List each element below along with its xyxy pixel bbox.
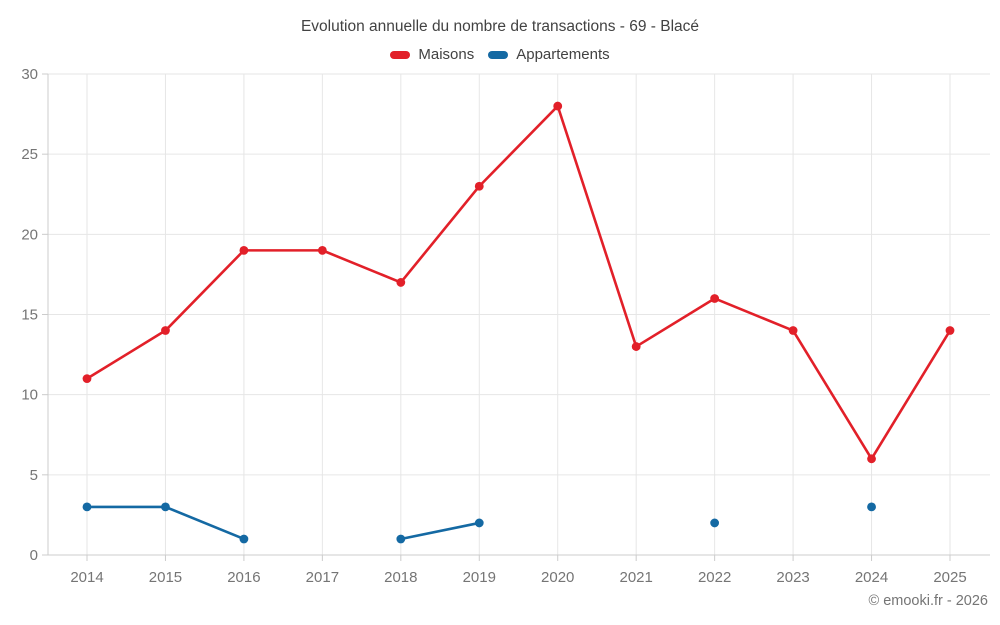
svg-text:2017: 2017 <box>306 569 339 586</box>
svg-text:2018: 2018 <box>384 569 417 586</box>
svg-text:2014: 2014 <box>70 569 103 586</box>
svg-text:5: 5 <box>30 467 38 484</box>
svg-text:2015: 2015 <box>149 569 182 586</box>
svg-text:30: 30 <box>21 66 38 83</box>
svg-text:2016: 2016 <box>227 569 260 586</box>
svg-text:2020: 2020 <box>541 569 574 586</box>
svg-text:20: 20 <box>21 226 38 243</box>
copyright-watermark: © emooki.fr - 2026 <box>868 593 988 609</box>
svg-text:2021: 2021 <box>619 569 652 586</box>
svg-text:25: 25 <box>21 146 38 163</box>
svg-text:0: 0 <box>30 547 38 564</box>
legend-swatch-maisons-icon <box>390 50 411 59</box>
legend-swatch-appartements-icon <box>488 50 509 59</box>
svg-text:2019: 2019 <box>463 569 496 586</box>
legend-label-maisons: Maisons <box>418 46 475 63</box>
svg-text:2025: 2025 <box>933 569 966 586</box>
legend-label-appartements: Appartements <box>516 46 610 63</box>
svg-text:2024: 2024 <box>855 569 888 586</box>
legend-item-appartements[interactable]: Appartements <box>488 46 610 63</box>
svg-text:2022: 2022 <box>698 569 731 586</box>
legend-item-maisons[interactable]: Maisons <box>390 46 474 63</box>
svg-text:2023: 2023 <box>776 569 809 586</box>
svg-text:15: 15 <box>21 307 38 324</box>
legend: Maisons Appartements <box>0 46 1000 63</box>
chart-title: Evolution annuelle du nombre de transact… <box>300 18 700 35</box>
svg-text:10: 10 <box>21 387 38 404</box>
